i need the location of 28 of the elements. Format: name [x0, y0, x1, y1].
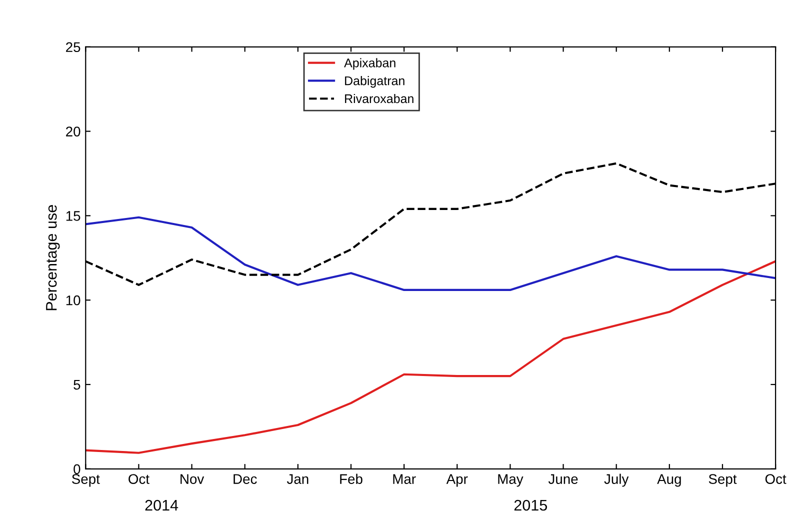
x-tick-label: Dec: [234, 474, 257, 484]
y-tick-label: 10: [66, 295, 80, 306]
text: 2014: [145, 500, 178, 511]
y-tick-label: 15: [66, 211, 80, 221]
x-tick-label: Aug: [657, 474, 681, 487]
x-tick-label: Mar: [393, 474, 416, 484]
y-tick-label: 5: [74, 380, 80, 390]
y-tick-label: 20: [66, 126, 80, 136]
x-tick-label: July: [604, 474, 629, 487]
line-series: [86, 216, 776, 292]
line-series: [86, 260, 776, 454]
x-tick-label: Oct: [128, 474, 150, 484]
x-tick-label: Apr: [446, 474, 468, 487]
y-tick-label: 0: [74, 464, 80, 474]
x-tick-label: Jan: [286, 474, 308, 484]
legend-label: Apixaban: [344, 58, 396, 70]
text: 2015: [514, 500, 547, 511]
legend-label: Rivaroxaban: [345, 94, 414, 104]
x-tick-label: Sept: [708, 474, 737, 487]
x-tick-label: Feb: [340, 474, 362, 484]
legend-label: Dabigatran: [345, 76, 404, 88]
x-tick-label: Nov: [180, 474, 204, 484]
x-tick-label: Sept: [72, 474, 100, 487]
x-tick-label: May: [498, 474, 524, 487]
y-tick-label: 25: [66, 42, 80, 52]
x-tick-label: June: [548, 474, 578, 484]
y-axis-title: Percentage use: [46, 205, 60, 310]
x-tick-label: Oct: [765, 474, 786, 484]
